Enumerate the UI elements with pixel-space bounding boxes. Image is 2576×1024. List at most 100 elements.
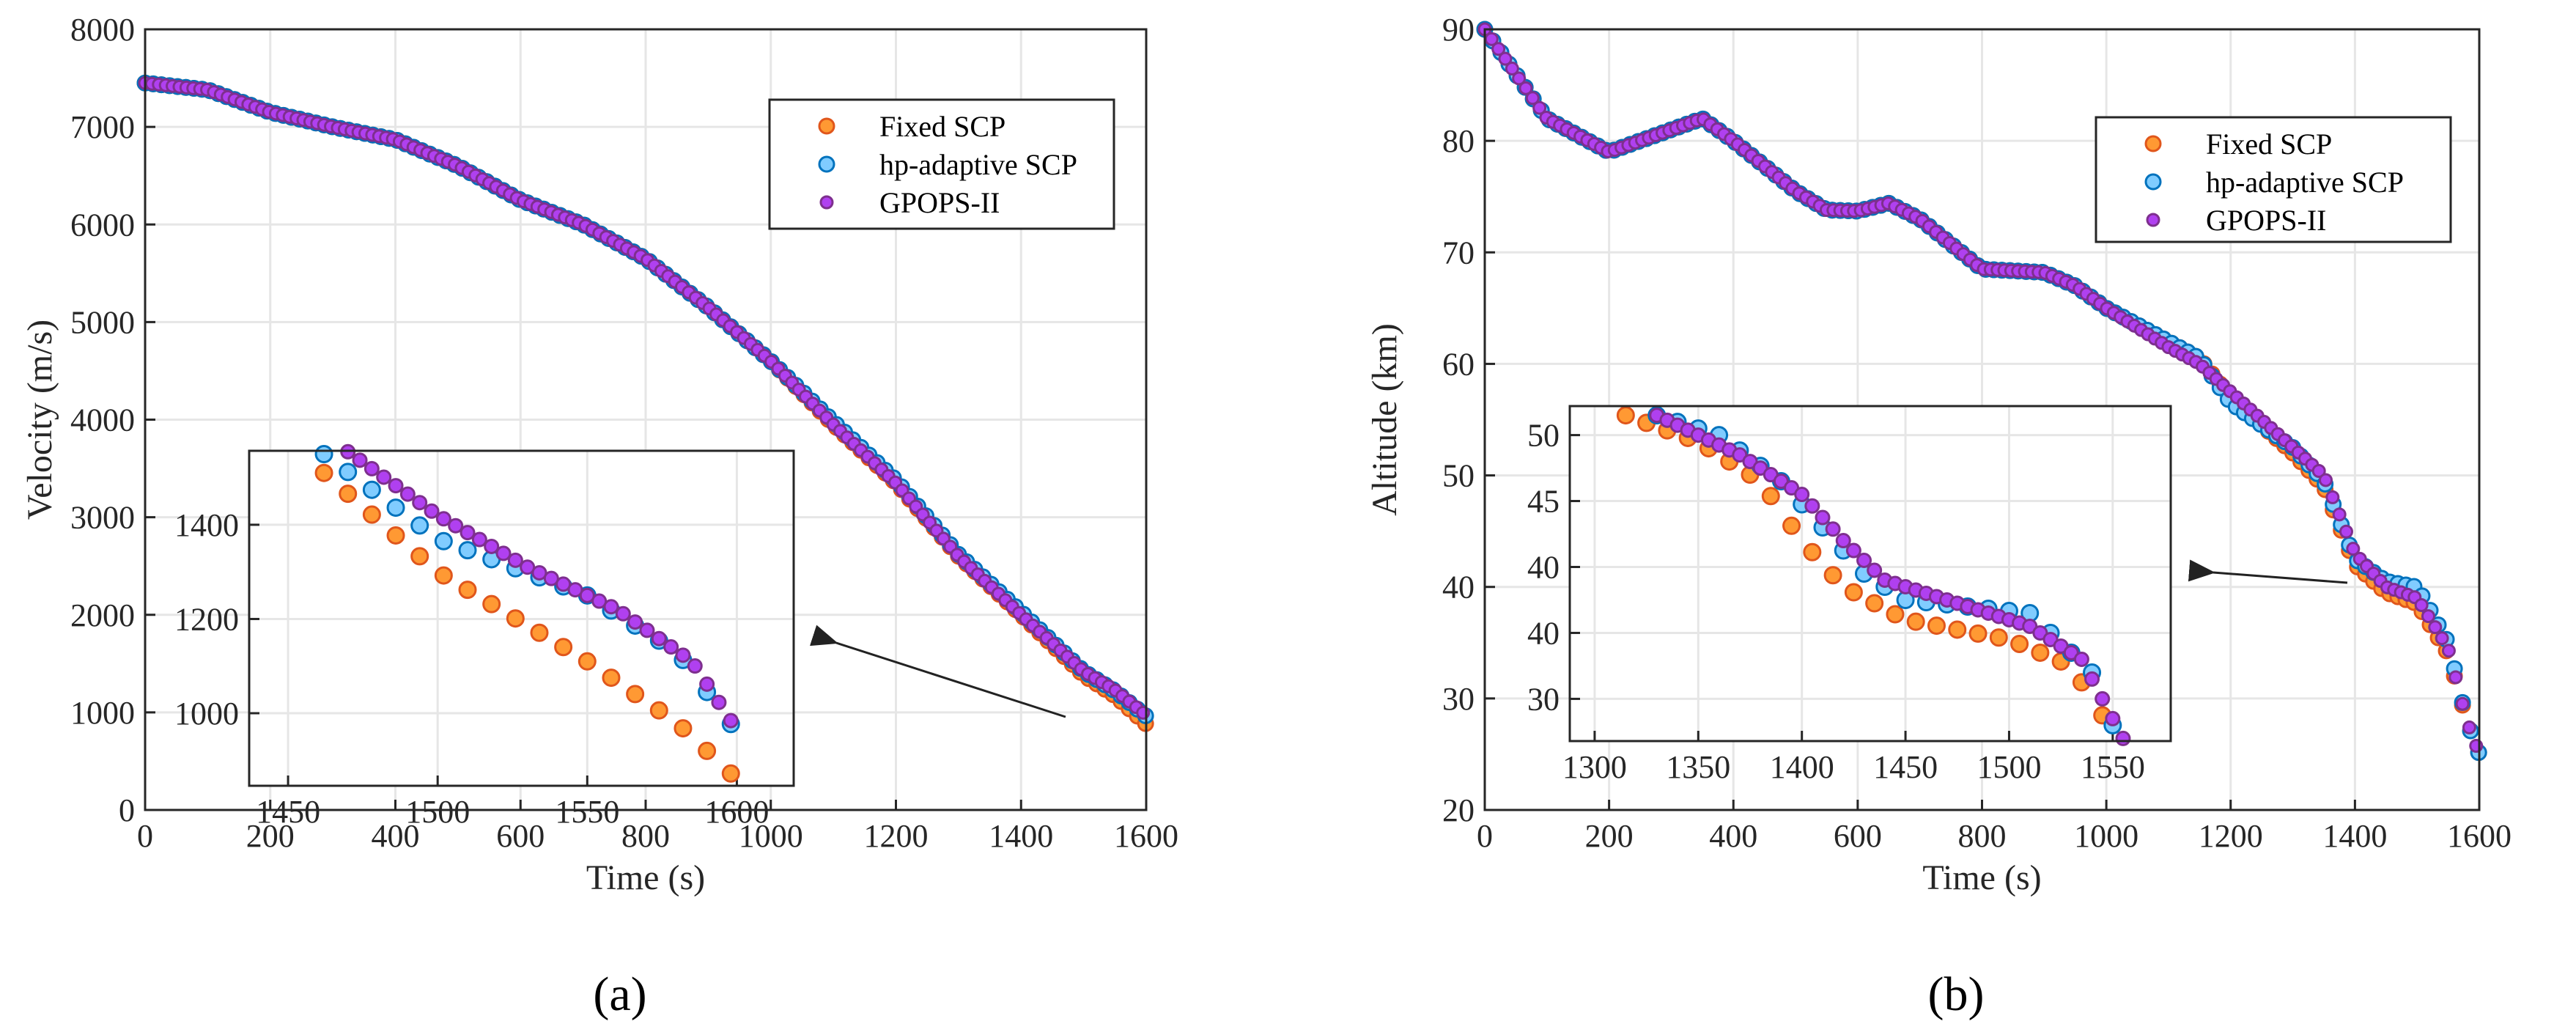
inset-data-point — [554, 638, 573, 657]
legend: Fixed SCP hp-adaptive SCP GPOPS-II — [2095, 116, 2452, 243]
inset-data-point — [314, 463, 333, 482]
axes-box — [144, 28, 1148, 811]
data-point — [2346, 542, 2361, 556]
inset-data-point — [1844, 583, 1863, 602]
inset-x-tick-label: 1300 — [1562, 749, 1627, 785]
y-tick-label: 7000 — [70, 109, 135, 145]
inset-data-point — [591, 593, 608, 609]
inset-data-point — [2073, 651, 2089, 667]
inset-data-point — [362, 505, 381, 524]
x-tick-label: 600 — [1834, 818, 1882, 854]
inset-data-point — [663, 639, 679, 655]
inset-data-point — [603, 599, 619, 615]
data-point — [2455, 696, 2470, 711]
inset-data-point — [352, 452, 368, 468]
x-tick-label: 1600 — [2447, 818, 2512, 854]
inset-data-point — [362, 480, 381, 499]
data-point — [2311, 463, 2326, 478]
inset-data-point — [577, 652, 597, 671]
inset-data-point — [410, 547, 429, 566]
x-tick-label: 1200 — [864, 818, 929, 854]
x-tick-label: 800 — [621, 818, 670, 854]
inset-data-point — [567, 582, 583, 598]
inset-data-point — [399, 486, 416, 502]
inset-data-point — [471, 531, 487, 548]
inset-data-point — [1968, 624, 1988, 643]
inset-data-point — [482, 594, 501, 614]
inset-data-point — [495, 545, 512, 561]
y-tick-label: 4000 — [70, 402, 135, 438]
x-axis-label: Time (s) — [1922, 858, 2041, 897]
data-point — [1512, 71, 1527, 86]
inset-x-tick-label: 1600 — [704, 794, 769, 830]
inset-data-point — [339, 485, 358, 504]
x-tick-label: 400 — [1709, 818, 1757, 854]
inset-data-point — [434, 566, 453, 585]
inset-axes-box — [248, 449, 795, 787]
inset-data-point — [424, 503, 440, 519]
y-tick-label: 60 — [1442, 346, 1475, 382]
chart-panel-b: 0 200 400 600 800 1000 1200 1400 1600 20 30 40 50 60 7… — [1365, 12, 2512, 1021]
inset-x-tick-label: 1450 — [1873, 749, 1938, 785]
inset-data-point — [314, 444, 333, 463]
inset-data-point — [651, 630, 667, 647]
y-axis-label: Velocity (m/s) — [21, 320, 59, 520]
data-point — [2339, 524, 2354, 539]
x-tick-label: 1000 — [2074, 818, 2138, 854]
data-point — [1491, 42, 1506, 56]
inset-y-tick-label: 50 — [1527, 418, 1560, 454]
x-tick-label: 0 — [1477, 818, 1493, 854]
x-tick-label: 200 — [246, 818, 295, 854]
zoom-arrow — [2188, 559, 2348, 584]
inset-zoom-plot: 1450 1500 1550 1600 1000 1200 1400 — [174, 443, 795, 830]
inset-data-point — [1856, 553, 1872, 569]
inset-data-point — [1782, 516, 1801, 535]
inset-data-point — [1794, 487, 1810, 503]
x-tick-label: 1600 — [1114, 818, 1178, 854]
inset-data-point — [698, 741, 717, 760]
inset-data-point — [507, 552, 523, 568]
inset-data-point — [448, 517, 464, 534]
x-axis-label: Time (s) — [586, 858, 705, 897]
data-point — [1518, 81, 1533, 95]
data-point — [2421, 609, 2435, 624]
inset-data-point — [1835, 533, 1851, 549]
inset-x-tick-label: 1500 — [1977, 749, 2041, 785]
zoom-arrow — [809, 625, 1066, 718]
inset-data-point — [1761, 487, 1780, 506]
x-tick-label: 400 — [372, 818, 420, 854]
inset-data-point — [2031, 643, 2050, 662]
inset-data-point — [1865, 594, 1884, 613]
legend-marker — [2144, 173, 2162, 191]
inset-data-point — [1867, 562, 1883, 578]
inset-data-point — [699, 676, 715, 692]
inset-x-tick-label: 1450 — [256, 794, 320, 830]
inset-x-tick-label: 1350 — [1666, 749, 1730, 785]
data-point — [1532, 100, 1547, 115]
legend-label: Fixed SCP — [2206, 128, 2332, 161]
x-tick-label: 0 — [137, 818, 153, 854]
inset-data-point — [1815, 509, 1831, 526]
y-tick-label: 20 — [1442, 792, 1475, 828]
data-point — [2441, 644, 2456, 658]
legend: Fixed SCP hp-adaptive SCP GPOPS-II — [768, 98, 1115, 230]
chart-panel-a: 0 200 400 600 800 1000 1200 1400 1600 0 1000 2000 30… — [21, 12, 1178, 1021]
inset-y-tick-label: 1200 — [174, 601, 239, 637]
inset-data-point — [615, 605, 631, 622]
inset-data-point — [531, 564, 547, 581]
inset-zoom-plot: 1300 1350 1400 1450 1500 1550 30 40 40 45 50 — [1527, 405, 2172, 785]
inset-data-point — [1886, 605, 1905, 624]
inset-x-tick-label: 1400 — [1770, 749, 1834, 785]
data-point — [2435, 631, 2449, 646]
inset-y-tick-label: 40 — [1527, 550, 1560, 586]
inset-data-point — [711, 694, 727, 710]
inset-y-tick-label: 40 — [1527, 615, 1560, 651]
inset-data-point — [2095, 690, 2111, 707]
y-tick-label: 0 — [119, 792, 135, 828]
inset-data-point — [1906, 612, 1925, 631]
inset-data-point — [602, 668, 621, 688]
y-tick-label: 90 — [1442, 12, 1475, 48]
inset-data-point — [363, 460, 380, 476]
inset-data-point — [2105, 710, 2121, 726]
inset-data-point — [434, 531, 453, 550]
